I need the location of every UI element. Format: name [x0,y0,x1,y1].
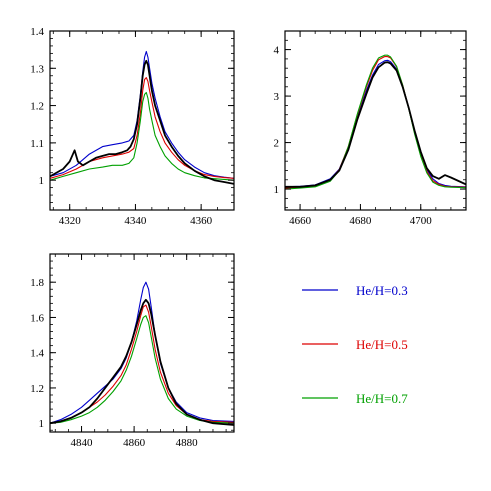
legend-label: He/H=0.5 [356,337,408,352]
y-tick-label: 4 [274,45,280,57]
series-line-he-h-0-5 [50,77,234,179]
series-line-he-h-0-3 [285,59,466,188]
panel-hbeta: 4840 4860 4880 1 1.2 1.4 1.6 1.8 [30,253,235,449]
y-tick-label: 1.2 [30,101,44,113]
x-tick-label: 4840 [71,437,94,449]
y-tick-label: 1 [274,184,280,196]
panel-hgamma: 4320 4340 4360 1 1.1 1.2 1.3 1.4 [30,26,235,227]
x-tick-label: 4360 [190,215,213,227]
plot-frame [49,30,235,211]
series-line-he-h-0-7 [50,91,234,181]
x-tick-label: 4660 [289,215,312,227]
y-tick-label: 2 [274,138,280,150]
series-line-he-h-0-3 [50,50,234,179]
x-tick-label: 4680 [349,215,372,227]
x-tick-label: 4860 [123,437,146,449]
legend-label: He/H=0.3 [356,283,408,298]
series-line-he-h-0-5 [285,56,466,189]
x-tick-label: 4700 [410,215,433,227]
series-line-he-h-0-7 [285,54,466,190]
y-tick-label: 1.1 [30,138,44,150]
y-tick-label: 1.8 [30,277,44,289]
series-line-observed [285,61,466,188]
y-tick-label: 3 [274,91,280,103]
y-tick-label: 1.4 [30,348,44,360]
series-line-observed [50,59,234,185]
series-line-he-h-0-7 [50,315,234,424]
x-tick-label: 4880 [176,437,199,449]
series-line-he-h-0-3 [50,281,234,424]
series-line-observed [50,298,234,426]
y-tick-label: 1.2 [30,383,44,395]
plot-frame [49,253,235,433]
panel-heii-4686: 4660 4680 4700 1 2 3 4 [274,30,467,227]
y-tick-label: 1.6 [30,312,44,324]
y-tick-label: 1 [39,418,45,430]
y-tick-label: 1 [39,175,45,187]
y-tick-label: 1.4 [30,26,44,38]
y-tick-label: 1.3 [30,63,44,75]
series-line-he-h-0-5 [50,304,234,424]
legend: He/H=0.3 He/H=0.5 He/H=0.7 [302,283,408,406]
x-tick-label: 4340 [124,215,147,227]
x-tick-label: 4320 [59,215,82,227]
legend-label: He/H=0.7 [356,391,408,406]
